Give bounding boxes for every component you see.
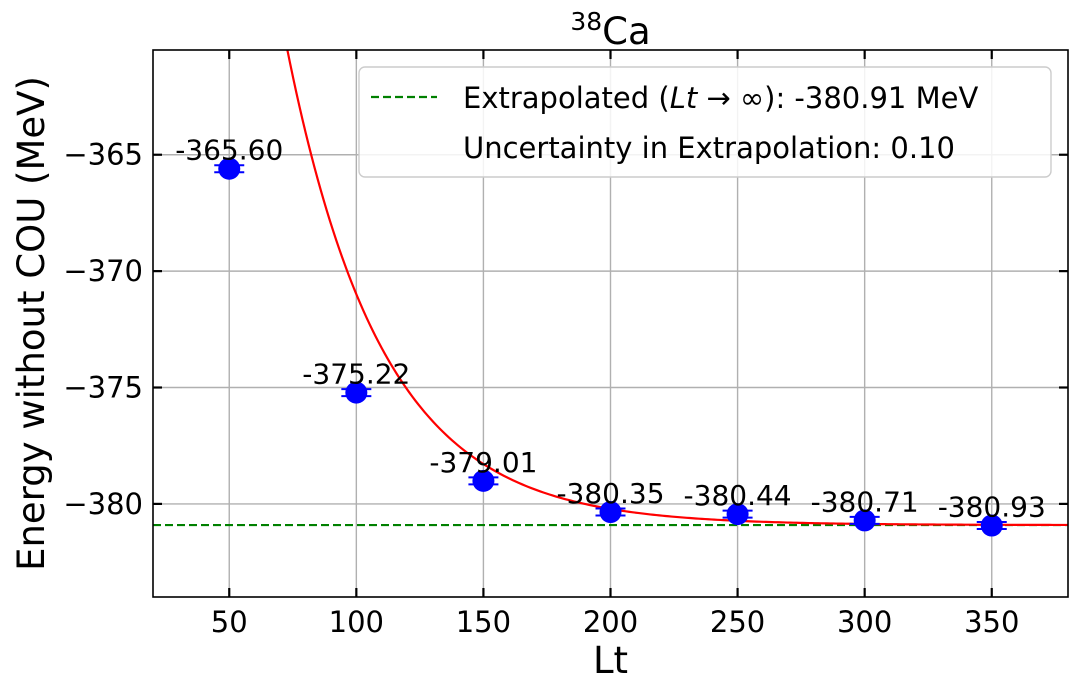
x-tick-label: 50 <box>211 605 248 639</box>
data-point <box>472 469 495 492</box>
legend-entry-suffix: ): -380.91 MeV <box>764 81 978 115</box>
legend: Extrapolated (Lt → ∞): -380.91 MeV Uncer… <box>358 66 1052 178</box>
data-point <box>345 381 368 404</box>
title-base: Ca <box>602 10 651 53</box>
data-label: -380.35 <box>556 477 664 510</box>
x-tick-label: 150 <box>456 605 511 639</box>
data-label: -365.60 <box>175 134 283 167</box>
y-tick-label: −380 <box>63 487 143 521</box>
x-axis-title: Lt <box>593 639 628 682</box>
y-tick-label: −365 <box>63 138 143 172</box>
y-tick-label: −370 <box>63 254 143 288</box>
data-point <box>726 503 749 526</box>
data-point <box>599 501 622 524</box>
x-tick-label: 200 <box>583 605 638 639</box>
data-label: -380.71 <box>811 485 919 518</box>
legend-entry-prefix: Extrapolated ( <box>463 81 670 115</box>
x-tick-label: 100 <box>329 605 384 639</box>
plot-frame <box>152 49 1069 598</box>
data-point <box>980 514 1003 537</box>
legend-entry-math: Lt <box>670 81 699 115</box>
x-tick-label: 300 <box>837 605 892 639</box>
data-point <box>853 509 876 532</box>
x-tick-label: 350 <box>964 605 1019 639</box>
data-label: -375.22 <box>302 358 410 391</box>
axis-ticks: 50 100 150 200 250 300 350 −365 −370 −375 −380 <box>63 50 1068 639</box>
data-labels: -365.60 -375.22 -379.01 -380.35 -380.44 -380.… <box>175 134 1046 524</box>
x-tick-label: 250 <box>710 605 765 639</box>
legend-entry-extrapolated: Extrapolated (Lt → ∞): -380.91 MeV <box>463 81 978 115</box>
legend-entry-arrow: → ∞ <box>697 81 764 115</box>
data-points <box>218 157 1003 537</box>
legend-box <box>358 66 1052 178</box>
data-point <box>218 157 241 180</box>
title-superscript: 38 <box>570 7 602 36</box>
chart-title: 38Ca <box>570 7 650 53</box>
y-tick-label: −375 <box>63 371 143 405</box>
data-label: -380.93 <box>938 491 1046 524</box>
data-label: -380.44 <box>684 479 792 512</box>
legend-entry-uncertainty: Uncertainty in Extrapolation: 0.10 <box>463 131 955 165</box>
y-axis-title: Energy without COU (MeV) <box>10 76 53 571</box>
data-label: -379.01 <box>429 446 537 479</box>
